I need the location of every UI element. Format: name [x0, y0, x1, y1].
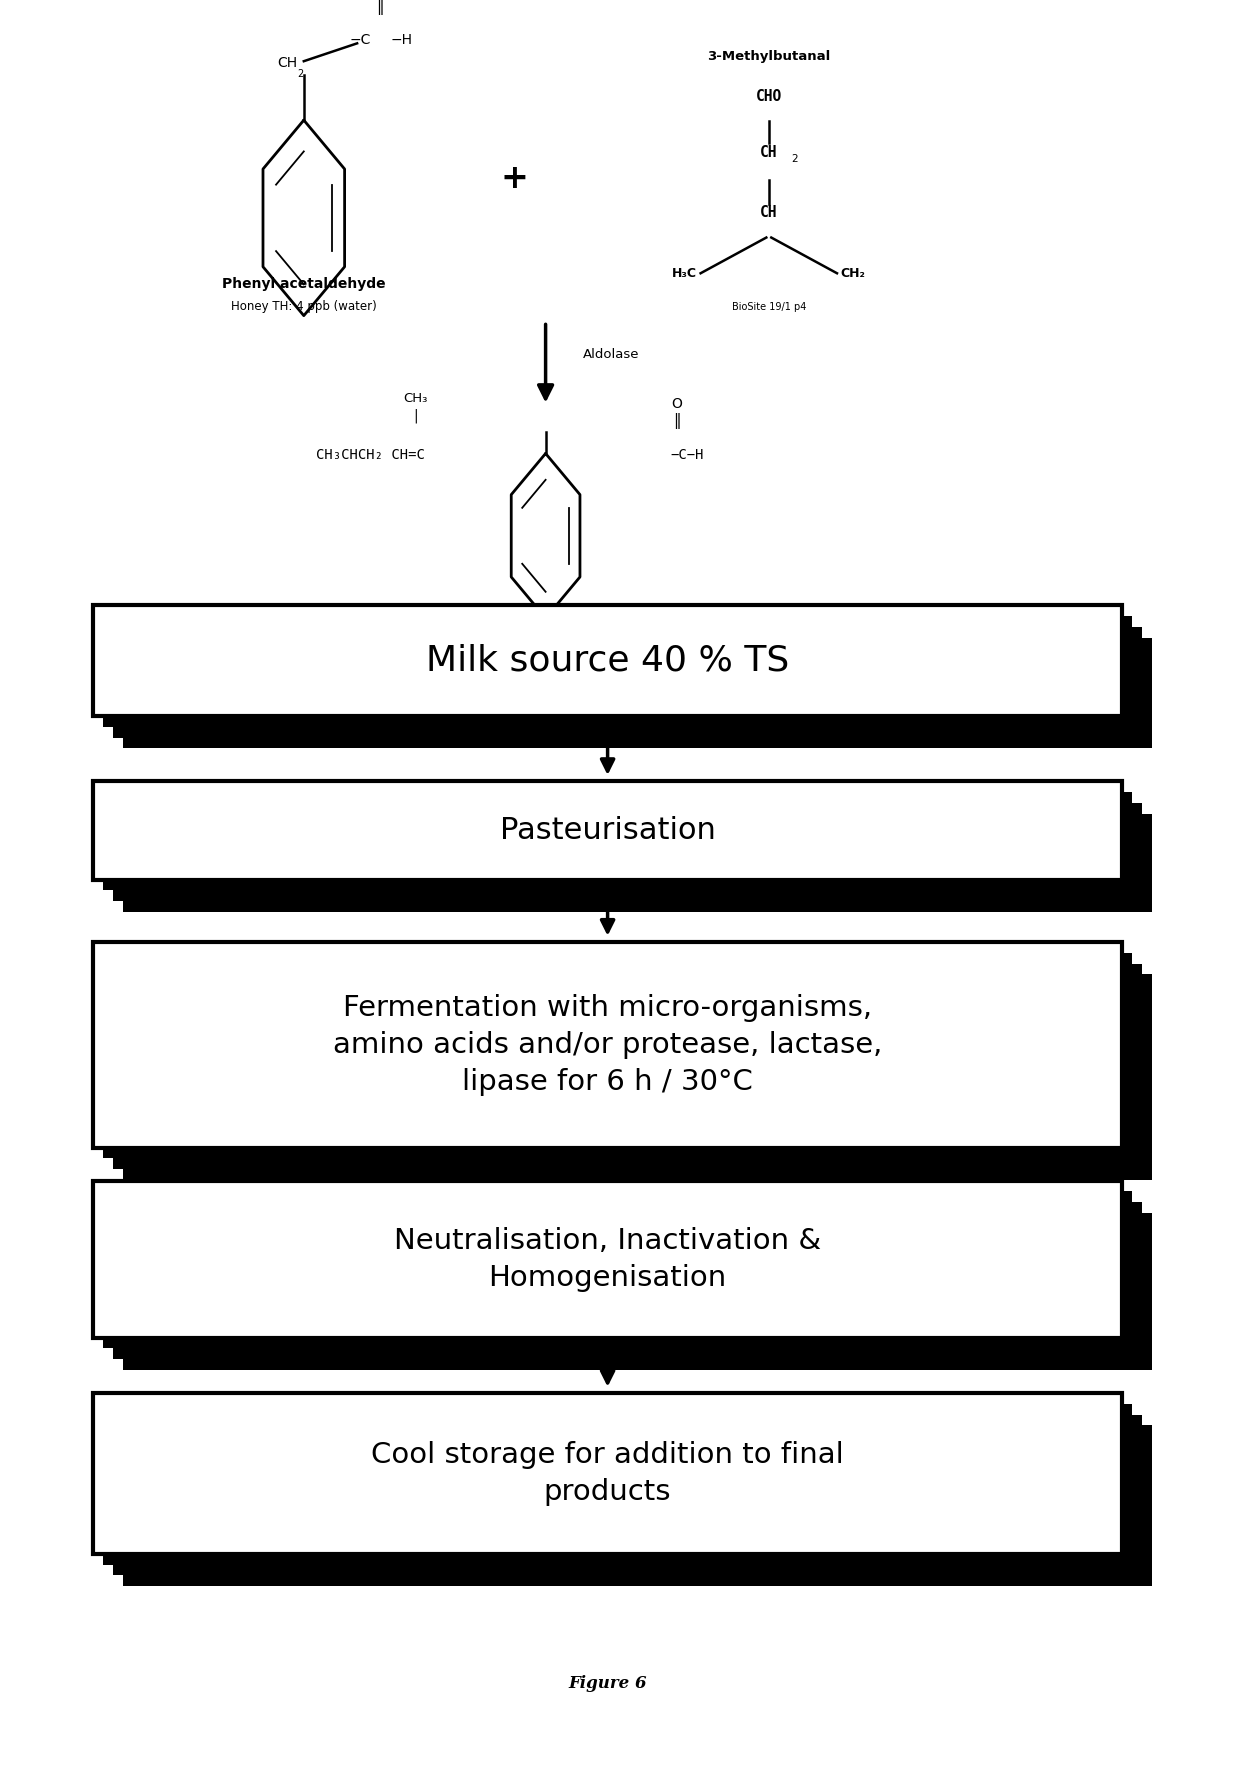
Text: Phenyl acetaldehyde: Phenyl acetaldehyde	[222, 277, 386, 291]
Text: Fermentation with micro-organisms,
amino acids and/or protease, lactase,
lipase : Fermentation with micro-organisms, amino…	[332, 995, 883, 1095]
Text: +: +	[501, 163, 528, 195]
Text: Pasteurisation: Pasteurisation	[500, 816, 715, 845]
Text: CHO: CHO	[755, 89, 782, 104]
Text: Figure 5: Figure 5	[568, 634, 647, 652]
Bar	[93, 1181, 1122, 1338]
Text: −C−H: −C−H	[671, 448, 704, 463]
Text: 2: 2	[791, 154, 797, 164]
Bar	[113, 1415, 1142, 1575]
Bar	[123, 975, 1152, 1181]
Text: CH₂: CH₂	[841, 266, 866, 280]
Text: ‖: ‖	[376, 0, 383, 14]
Text: CH₃: CH₃	[403, 393, 428, 405]
Text: CH₃CHCH₂ CH=C: CH₃CHCH₂ CH=C	[316, 448, 425, 463]
Bar	[113, 964, 1142, 1170]
Text: −C: −C	[350, 32, 371, 46]
Bar	[103, 1404, 1132, 1565]
Bar	[93, 1393, 1122, 1554]
Bar	[103, 791, 1132, 889]
Bar	[113, 1202, 1142, 1359]
Bar	[123, 638, 1152, 748]
Text: Figure 6: Figure 6	[568, 1675, 647, 1693]
Bar	[103, 616, 1132, 727]
Bar	[93, 605, 1122, 716]
Bar	[113, 627, 1142, 738]
Text: |: |	[413, 409, 418, 423]
Bar	[93, 780, 1122, 879]
Text: H₃C: H₃C	[672, 266, 697, 280]
Text: −H: −H	[391, 32, 413, 46]
Text: O: O	[672, 396, 682, 411]
Bar	[103, 1191, 1132, 1348]
Text: 3-Methylbutanal: 3-Methylbutanal	[707, 50, 831, 63]
Text: Milk source 40 % TS: Milk source 40 % TS	[427, 643, 789, 679]
Bar	[113, 802, 1142, 900]
Text: Neutralisation, Inactivation &
Homogenisation: Neutralisation, Inactivation & Homogenis…	[394, 1227, 821, 1291]
Text: 2: 2	[298, 70, 304, 79]
Bar	[123, 1425, 1152, 1586]
Text: ‖: ‖	[673, 413, 681, 429]
Bar	[93, 943, 1122, 1148]
Text: Honey TH: 4 ppb (water): Honey TH: 4 ppb (water)	[231, 300, 377, 313]
Text: CH: CH	[760, 145, 777, 159]
Text: Cool storage for addition to final
products: Cool storage for addition to final produ…	[371, 1441, 844, 1506]
Bar	[123, 1213, 1152, 1370]
Text: BioSite 19/1 p4: BioSite 19/1 p4	[732, 302, 806, 313]
Text: Aldolase: Aldolase	[583, 348, 640, 361]
Bar	[103, 954, 1132, 1159]
Bar	[123, 813, 1152, 911]
Text: CH: CH	[278, 55, 298, 70]
Text: CH: CH	[760, 205, 777, 220]
Text: Cocal, 5-methyl-2-phenyl-2Z-hexenal (cocoa-coffee): Cocal, 5-methyl-2-phenyl-2Z-hexenal (coc…	[413, 607, 802, 620]
